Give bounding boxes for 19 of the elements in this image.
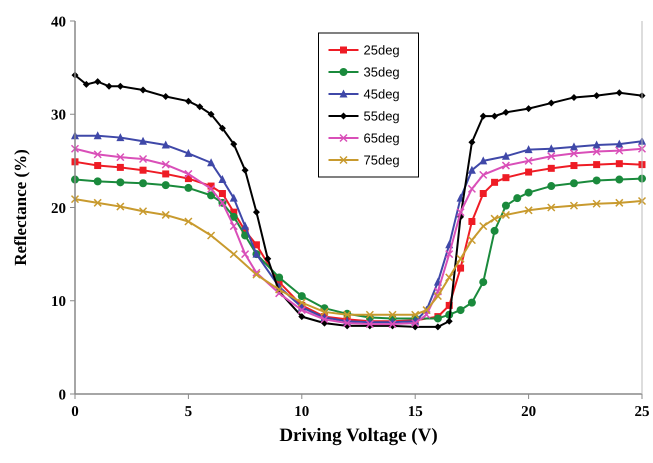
legend-label: 45deg	[364, 86, 400, 102]
legend-label: 75deg	[364, 152, 400, 168]
x-tick-label: 15	[408, 404, 423, 420]
y-tick-label: 0	[58, 387, 66, 404]
x-tick-label: 25	[634, 404, 650, 420]
x-tick-label: 5	[184, 404, 192, 420]
y-tick-label: 20	[51, 200, 66, 217]
y-tick-label: 40	[51, 14, 66, 30]
y-tick-label: 30	[51, 108, 66, 124]
x-tick-label: 10	[294, 404, 310, 420]
legend-label: 55deg	[364, 108, 400, 124]
y-axis-title: Reflectance (%)	[11, 149, 30, 266]
legend-label: 65deg	[364, 130, 400, 146]
x-tick-label: 0	[71, 404, 79, 420]
y-tick-label: 10	[51, 294, 66, 310]
x-axis-title: Driving Voltage (V)	[279, 425, 438, 446]
legend-label: 35deg	[364, 64, 400, 80]
legend-label: 25deg	[364, 42, 400, 58]
x-tick-label: 20	[521, 404, 536, 420]
